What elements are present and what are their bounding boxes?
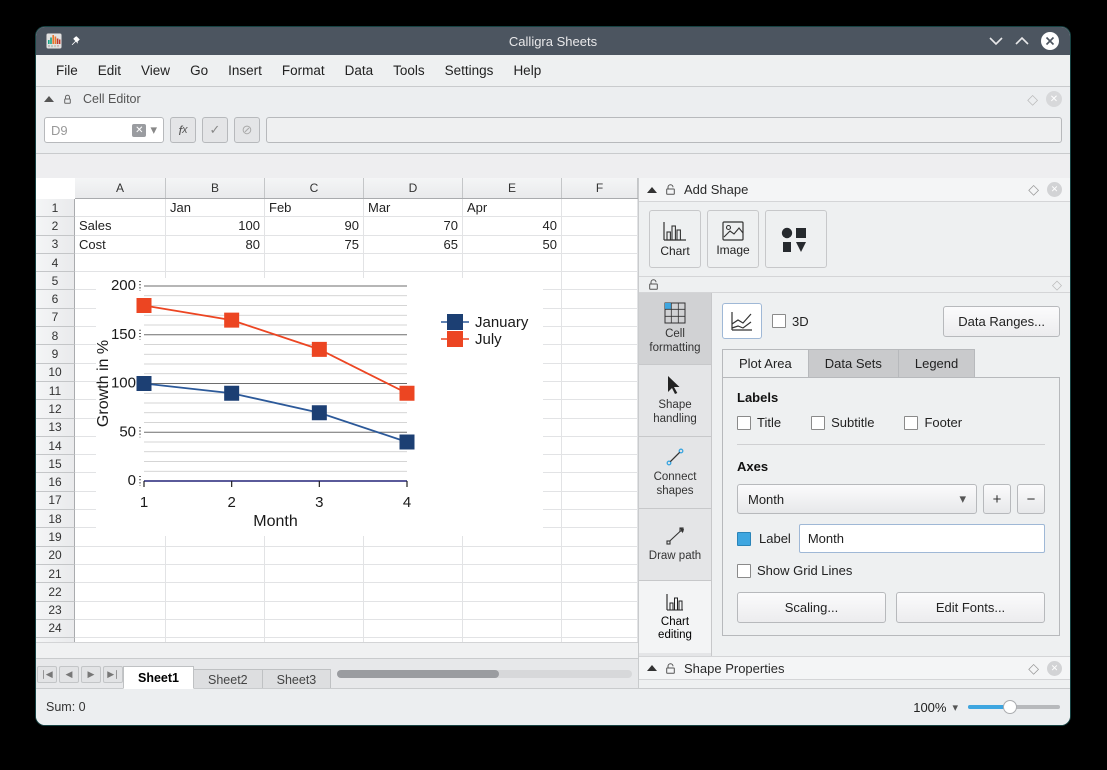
svg-text:150: 150 xyxy=(111,326,136,343)
svg-text:200: 200 xyxy=(111,278,136,294)
svg-text:50: 50 xyxy=(119,423,136,440)
svg-text:3: 3 xyxy=(315,494,323,511)
svg-text:1: 1 xyxy=(140,494,148,511)
svg-text:0: 0 xyxy=(128,472,136,489)
svg-text:Month: Month xyxy=(253,513,297,530)
svg-text:July: July xyxy=(475,331,502,348)
svg-text:Growth in %: Growth in % xyxy=(96,340,112,427)
svg-text:January: January xyxy=(475,314,529,331)
svg-text:4: 4 xyxy=(403,494,411,511)
svg-text:2: 2 xyxy=(227,494,235,511)
svg-text:100: 100 xyxy=(111,375,136,392)
